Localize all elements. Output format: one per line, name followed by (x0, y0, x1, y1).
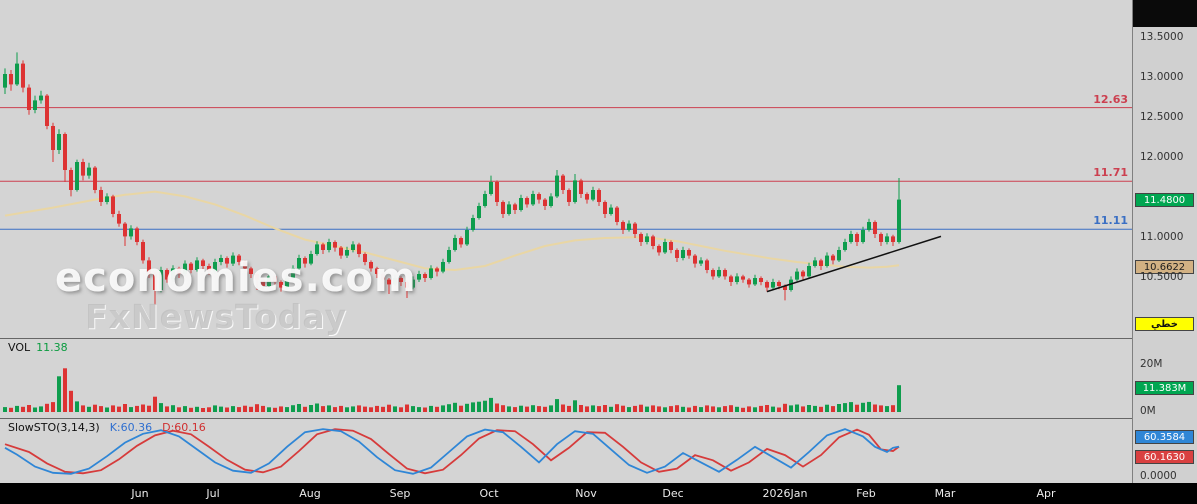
month-label: Dec (662, 487, 684, 500)
vol-label: VOL (8, 341, 31, 354)
last-price-badge: 11.4800 (1135, 193, 1194, 207)
scale-type-badge[interactable]: خطي (1135, 317, 1194, 331)
stochastic-canvas[interactable] (0, 418, 1132, 483)
month-label: Aug (299, 487, 321, 500)
month-label: Apr (1036, 487, 1056, 500)
time-axis[interactable]: Jun Jul Aug Sep Oct Nov Dec 2026Jan Feb Mar Apr (0, 483, 1197, 504)
panel-separator (0, 338, 1132, 339)
month-label: Nov (575, 487, 597, 500)
volume-tick-label: 20M (1140, 358, 1163, 370)
hline-label: 12.63 (1093, 92, 1128, 106)
month-label: Feb (856, 487, 876, 500)
month-label: Oct (479, 487, 499, 500)
sto-zero-label: 0.0000 (1140, 470, 1177, 482)
month-label: Jul (206, 487, 220, 500)
price-tick-label: 12.5000 (1140, 111, 1184, 123)
sto-indicator-name: SlowSTO(3,14,3) (8, 421, 100, 434)
panel-separator (0, 418, 1132, 419)
sto-k-badge: 60.3584 (1135, 430, 1194, 444)
ma-value-badge: 10.6622 (1135, 260, 1194, 274)
sto-k-value: K:60.36 (109, 421, 153, 434)
volume-tick-label: 0M (1140, 405, 1156, 417)
axis-top-box (1133, 0, 1197, 27)
sto-d-value: D:60.16 (162, 421, 206, 434)
volume-value-badge: 11.383M (1135, 381, 1194, 395)
vol-value: 11.38 (36, 341, 68, 354)
price-tick-label: 10.5000 (1140, 271, 1184, 283)
price-tick-label: 12.0000 (1140, 151, 1184, 163)
price-tick-label: 13.5000 (1140, 31, 1184, 43)
volume-canvas[interactable] (0, 338, 1132, 418)
month-label: Sep (389, 487, 411, 500)
volume-panel-label: VOL 11.38 (8, 341, 68, 354)
month-label: Mar (934, 487, 956, 500)
price-tick-label: 11.0000 (1140, 231, 1184, 243)
sto-d-badge: 60.1630 (1135, 450, 1194, 464)
candlestick-canvas[interactable] (0, 0, 1132, 338)
month-label: 2026Jan (762, 487, 808, 500)
sto-panel-label: SlowSTO(3,14,3) K:60.36 D:60.16 (8, 421, 206, 434)
month-label: Jun (131, 487, 149, 500)
price-tick-label: 13.0000 (1140, 71, 1184, 83)
price-axis[interactable]: 11.4800 10.6622 خطي 11.383M 60.3584 60.1… (1132, 0, 1197, 483)
hline-label: 11.71 (1093, 166, 1128, 180)
hline-label: 11.11 (1093, 214, 1128, 228)
